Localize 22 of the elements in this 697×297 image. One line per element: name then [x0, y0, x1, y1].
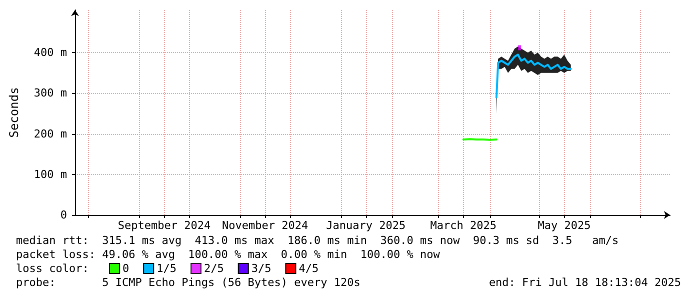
line-series [495, 54, 572, 98]
x-tick-label: September 2024 [118, 219, 211, 232]
legend-label: 1/5 [156, 262, 176, 275]
legend-label: 0 [122, 262, 130, 275]
y-axis-title: Seconds [7, 87, 21, 138]
x-tick-label: November 2024 [222, 219, 308, 232]
text: median rtt: 315.1 ms avg 413.0 ms max 186.0 ms min 360.0 ms now 90.3 ms sd 3.5 am/s [16, 234, 619, 247]
x-tick-label: January 2025 [326, 219, 406, 232]
text: end: Fri Jul 18 18:13:04 2025 [488, 276, 681, 289]
text: probe: 5 ICMP Echo Pings (56 Bytes) every 120s [16, 276, 360, 289]
y-tick-label: 0 [60, 208, 67, 222]
x-tick-label: May 2025 [538, 219, 591, 232]
y-tick-label: 400 m [34, 46, 68, 60]
y-tick-label: 100 m [34, 168, 68, 181]
y-tick-label: 200 m [34, 127, 68, 140]
text: packet loss: 49.06 % avg 100.00 % max 0.00 % min 100.00 % now [16, 248, 440, 261]
legend-label: 4/5 [298, 262, 319, 275]
x-tick-label: March 2025 [430, 219, 497, 232]
legend-title: loss color: [16, 262, 89, 275]
y-tick-label: 300 m [34, 86, 68, 100]
legend-label: 2/5 [204, 262, 224, 275]
legend-label: 3/5 [251, 262, 272, 275]
